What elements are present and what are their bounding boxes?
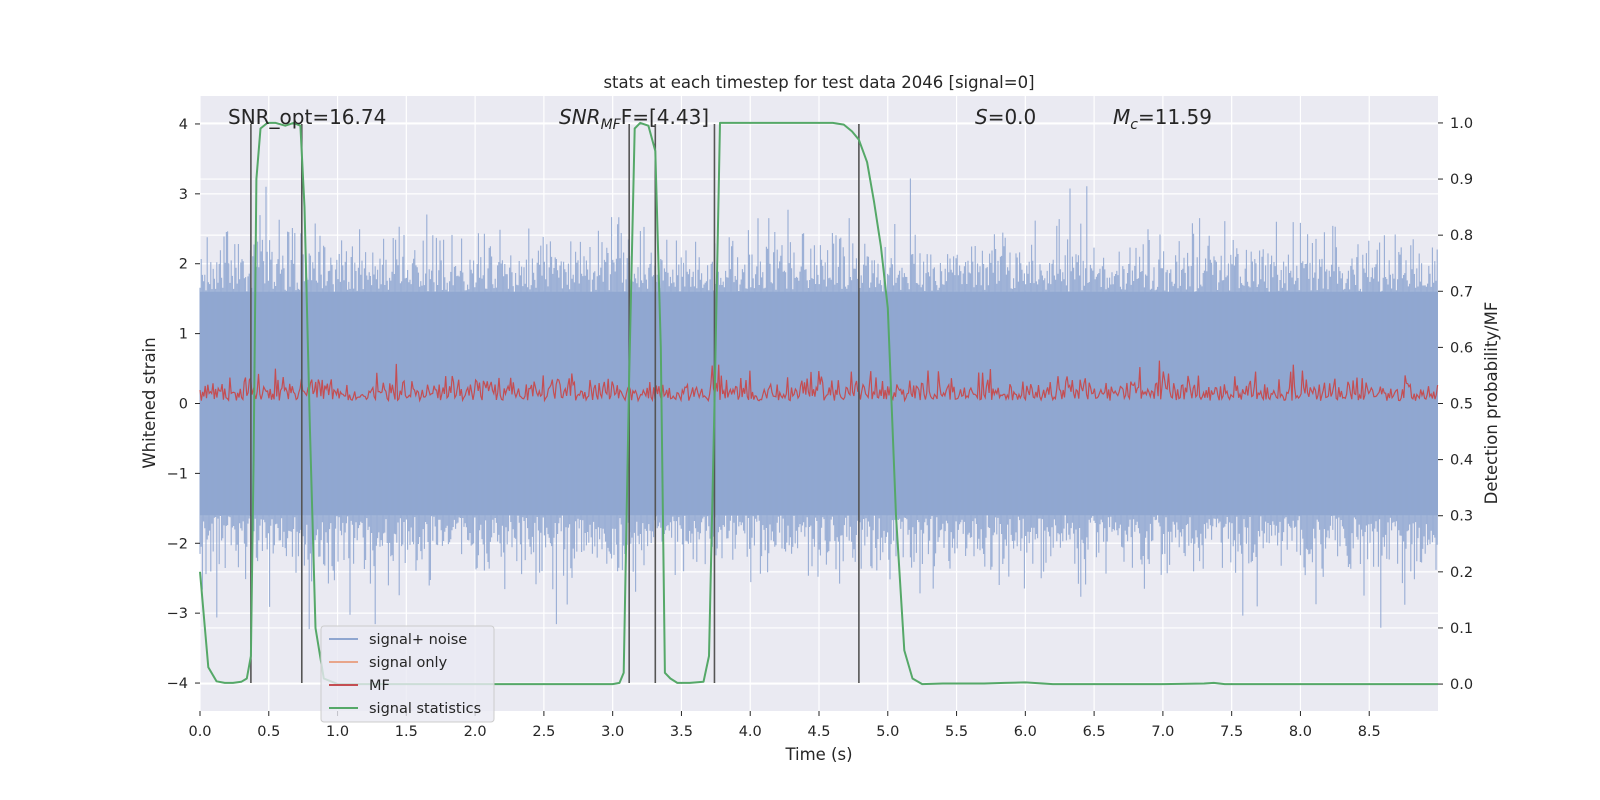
signal-noise-line bbox=[199, 178, 1438, 630]
x-tick-label: 5.0 bbox=[876, 724, 899, 740]
x-tick-label: 7.5 bbox=[1220, 724, 1243, 740]
y-left-tick-label: 1 bbox=[179, 327, 188, 343]
x-tick-label: 8.5 bbox=[1358, 724, 1381, 740]
y-right-tick-label: 0.4 bbox=[1450, 453, 1473, 469]
y-right-tick-label: 0.7 bbox=[1450, 284, 1473, 300]
y-right-tick-label: 1.0 bbox=[1450, 116, 1473, 132]
x-tick-label: 6.5 bbox=[1083, 724, 1106, 740]
x-tick-label: 2.5 bbox=[532, 724, 555, 740]
y-right-tick-label: 0.0 bbox=[1450, 677, 1473, 693]
signal-noise-series bbox=[199, 178, 1438, 630]
annotation-snr-opt: SNR_opt=16.74 bbox=[228, 105, 386, 129]
y-right-tick-label: 0.9 bbox=[1450, 172, 1473, 188]
legend-label-signal-only: signal only bbox=[369, 655, 448, 671]
y-left-tick-label: −4 bbox=[167, 676, 188, 692]
y-right-tick-label: 0.8 bbox=[1450, 228, 1473, 244]
x-axis-ticks: 0.0 0.5 1.0 1.5 2.0 2.5 3.0 3.5 4.0 4.5 5.0 5.5 6.0 6… bbox=[188, 711, 1381, 740]
annotation-s: S=0.0 bbox=[975, 105, 1036, 129]
y-left-tick-label: −1 bbox=[167, 466, 188, 482]
mf-line bbox=[199, 360, 1439, 403]
signal-statistics-line bbox=[199, 121, 1438, 686]
x-tick-label: 2.0 bbox=[464, 724, 487, 740]
x-tick-label: 3.5 bbox=[670, 724, 693, 740]
y-right-axis-ticks: 0.0 0.1 0.2 0.3 0.4 0.5 0.6 0.7 0.8 0.9 1.0 bbox=[1438, 116, 1473, 693]
y-left-tick-label: −2 bbox=[167, 536, 188, 552]
x-tick-label: 4.5 bbox=[807, 724, 830, 740]
y-right-tick-label: 0.6 bbox=[1450, 340, 1473, 356]
annotation-mc: Mc=11.59 bbox=[1113, 105, 1212, 133]
signal-statistics-series bbox=[199, 121, 1438, 686]
x-tick-label: 0.5 bbox=[257, 724, 280, 740]
y-left-tick-label: 0 bbox=[179, 397, 188, 413]
x-tick-label: 1.5 bbox=[395, 724, 418, 740]
x-tick-label: 8.0 bbox=[1289, 724, 1312, 740]
y-left-tick-label: 4 bbox=[179, 117, 188, 133]
y-right-tick-label: 0.1 bbox=[1450, 621, 1473, 637]
y-right-tick-label: 0.3 bbox=[1450, 509, 1473, 525]
y-right-tick-label: 0.2 bbox=[1450, 565, 1473, 581]
x-tick-label: 6.0 bbox=[1014, 724, 1037, 740]
y-left-axis-ticks: −4 −3 −2 −1 0 1 2 3 4 bbox=[167, 117, 200, 692]
chart-title: stats at each timestep for test data 204… bbox=[603, 73, 1034, 92]
y-left-axis-label: Whitened strain bbox=[140, 337, 159, 468]
x-tick-label: 3.0 bbox=[601, 724, 624, 740]
x-tick-label: 0.0 bbox=[188, 724, 211, 740]
legend-label-mf: MF bbox=[369, 678, 390, 694]
x-tick-label: 4.0 bbox=[739, 724, 762, 740]
x-tick-label: 1.0 bbox=[326, 724, 349, 740]
legend-label-signal-statistics: signal statistics bbox=[369, 701, 481, 717]
y-left-tick-label: 3 bbox=[179, 187, 188, 203]
x-axis-label: Time (s) bbox=[784, 745, 852, 764]
x-tick-label: 7.0 bbox=[1151, 724, 1174, 740]
legend: signal+ noise signal only MF signal stat… bbox=[320, 625, 495, 723]
legend-box bbox=[320, 625, 495, 723]
mf-series bbox=[199, 360, 1439, 403]
y-right-tick-label: 0.5 bbox=[1450, 397, 1473, 413]
x-tick-label: 5.5 bbox=[945, 724, 968, 740]
annotation-snr-mf: SNRMFF=[4.43] bbox=[559, 105, 709, 133]
legend-label-signal-noise: signal+ noise bbox=[369, 632, 467, 648]
y-left-tick-label: −3 bbox=[167, 606, 188, 622]
y-left-tick-label: 2 bbox=[179, 257, 188, 273]
y-right-axis-label: Detection probability/MF bbox=[1482, 302, 1501, 505]
